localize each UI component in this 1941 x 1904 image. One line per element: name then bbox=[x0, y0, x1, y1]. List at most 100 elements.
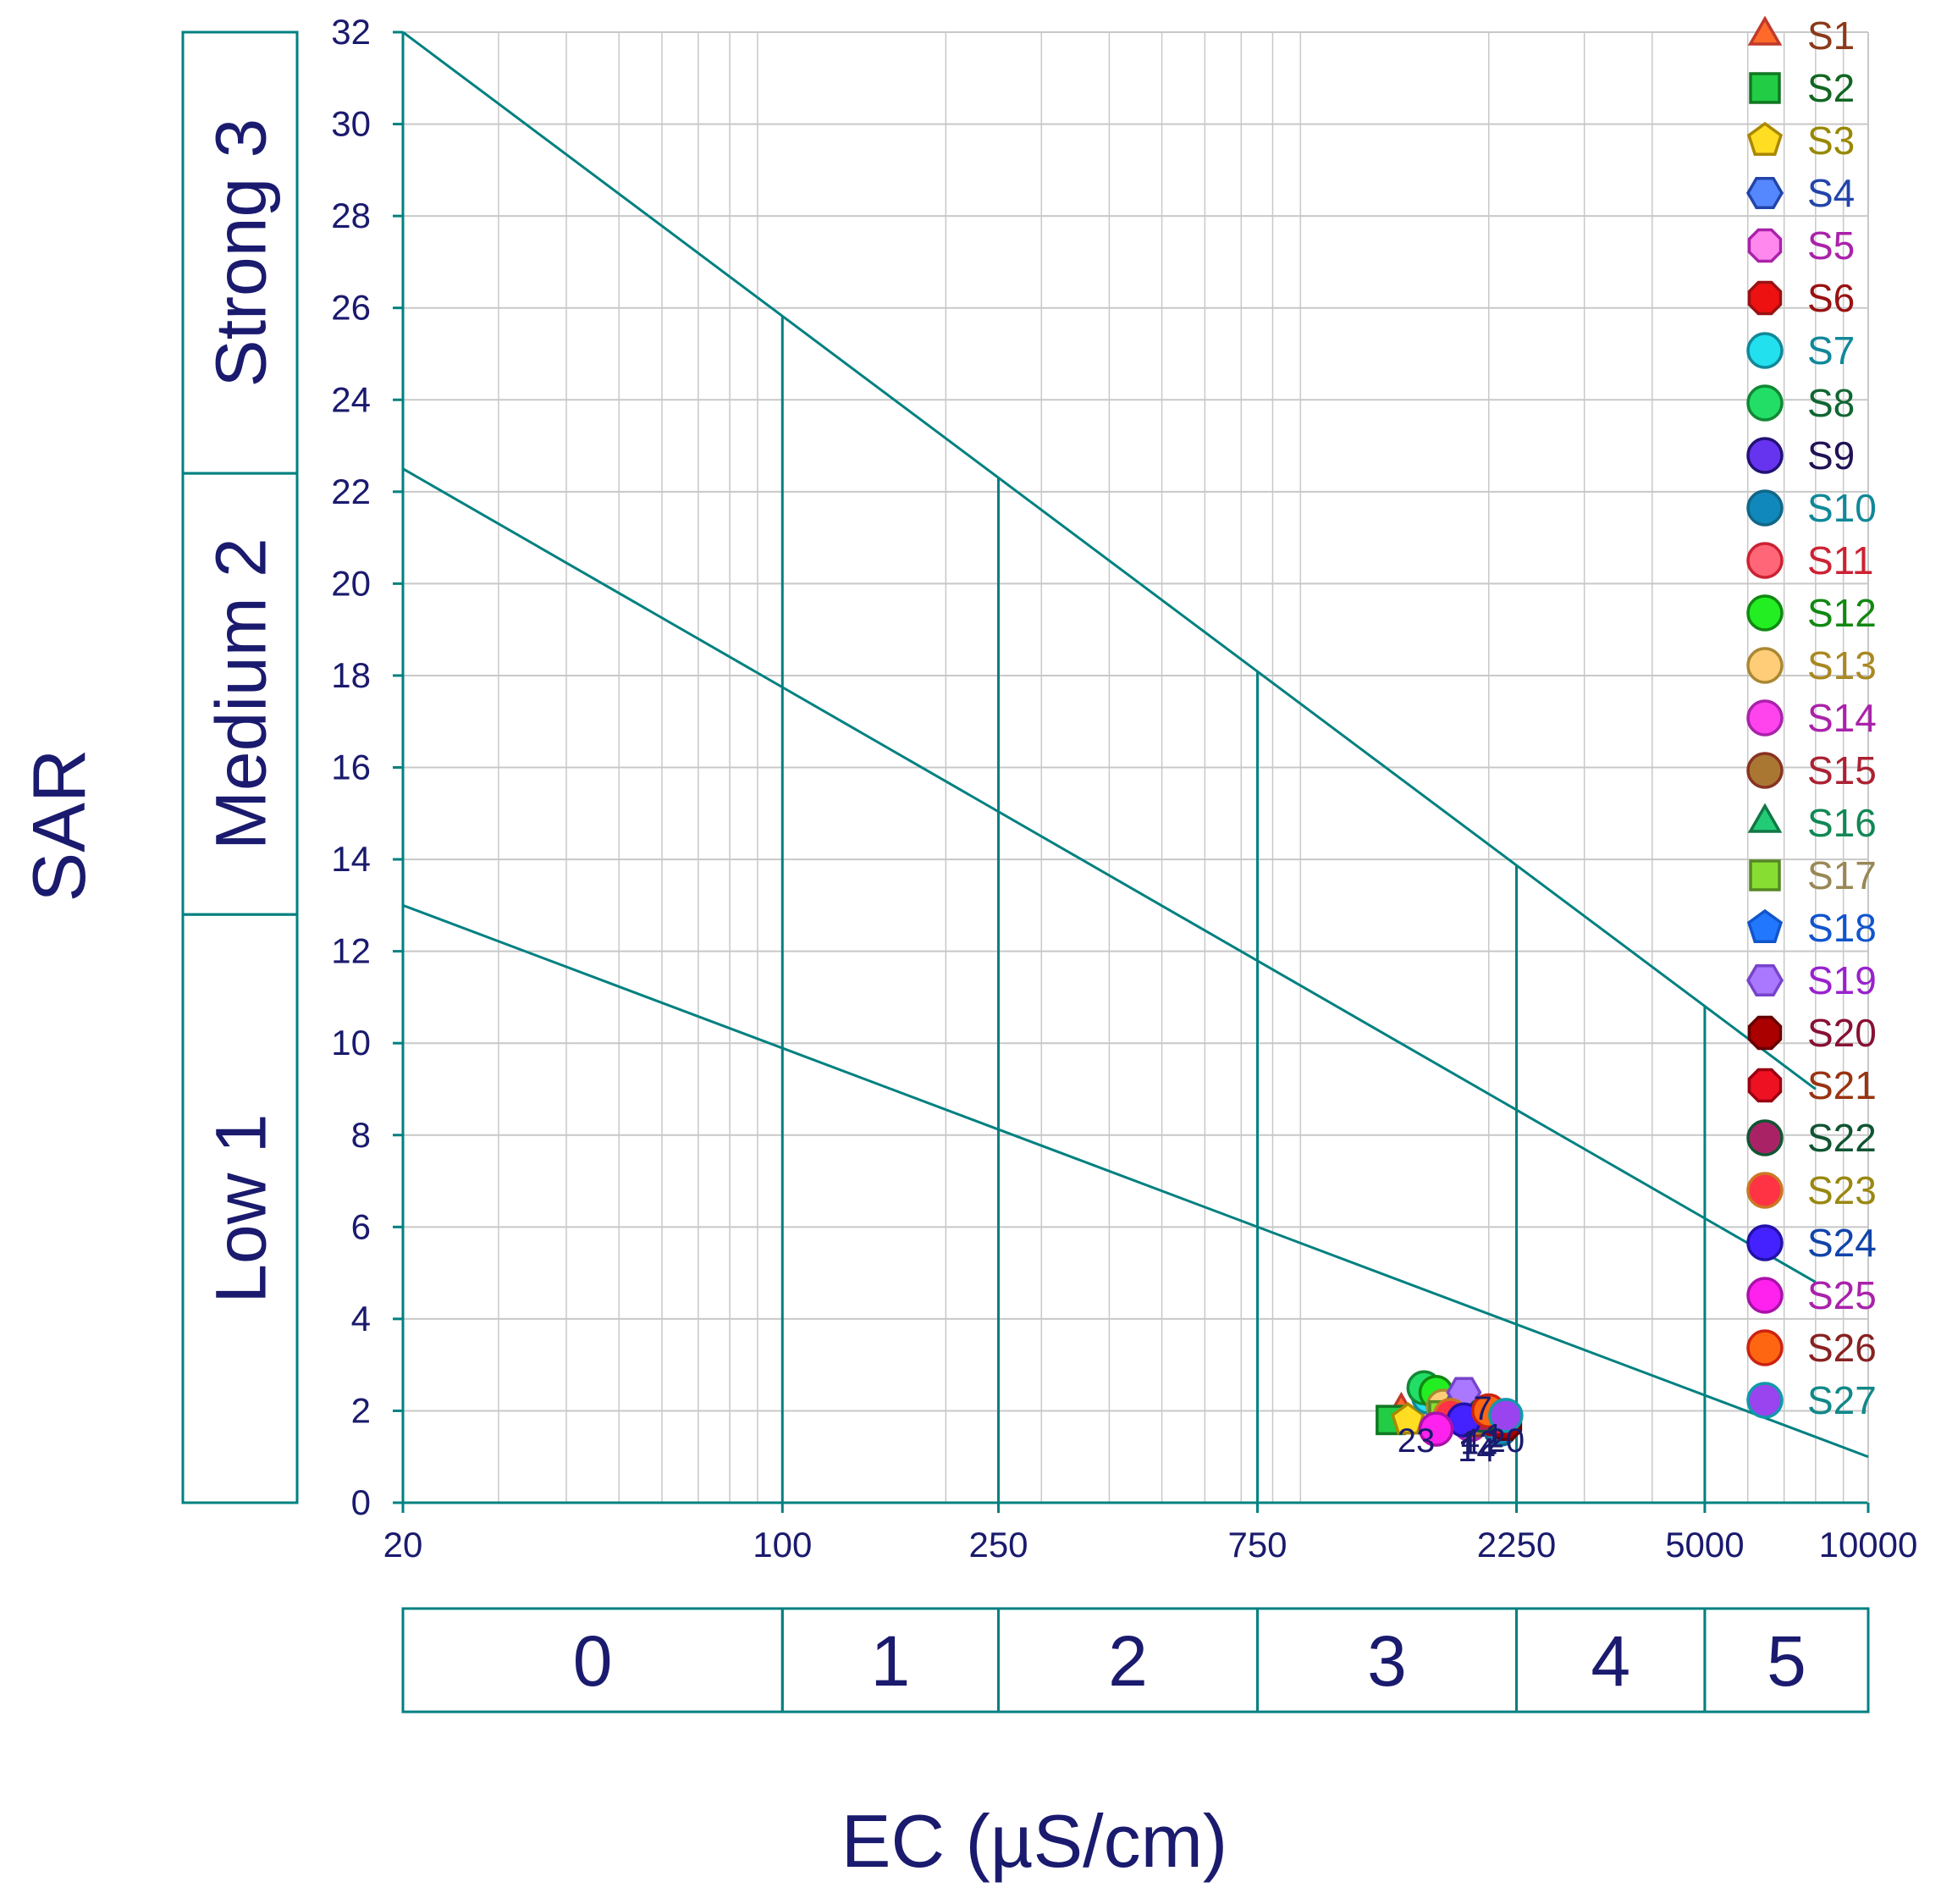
y-tick-label: 32 bbox=[331, 12, 371, 52]
legend-label: S6 bbox=[1807, 276, 1855, 320]
hazard-boundary-line bbox=[402, 903, 1869, 1459]
y-tick-label: 0 bbox=[351, 1482, 371, 1522]
salinity-class-boxes: 0 1 2 3 4 5 bbox=[401, 1607, 1870, 1714]
x-axis-label: EC (µS/cm) bbox=[841, 1799, 1227, 1883]
legend-marker bbox=[1747, 280, 1783, 316]
legend-marker bbox=[1747, 803, 1783, 833]
legend-marker bbox=[1747, 15, 1783, 46]
y-tick-label: 24 bbox=[331, 379, 371, 419]
point-label: 20 bbox=[1487, 1422, 1525, 1460]
legend-label: S11 bbox=[1807, 538, 1873, 582]
point-label: 7 bbox=[1474, 1390, 1492, 1427]
legend-marker bbox=[1745, 963, 1784, 997]
ec-class-label: 1 bbox=[871, 1621, 911, 1701]
legend-label: S24 bbox=[1807, 1221, 1877, 1265]
hazard-boundary-line bbox=[402, 467, 1817, 1283]
data-points bbox=[1376, 1370, 1524, 1447]
legend-marker bbox=[1746, 1329, 1784, 1366]
legend-label: S15 bbox=[1807, 748, 1877, 792]
legend-marker bbox=[1746, 121, 1784, 156]
legend-label: S19 bbox=[1807, 958, 1877, 1002]
legend-label: S21 bbox=[1807, 1063, 1877, 1107]
data-point bbox=[1418, 1411, 1454, 1447]
sar-class-box bbox=[181, 30, 299, 475]
data-point bbox=[1488, 1398, 1524, 1433]
legend-marker bbox=[1746, 332, 1784, 369]
legend-marker bbox=[1746, 908, 1784, 943]
x-tick-label: 100 bbox=[753, 1525, 812, 1565]
legend-label: S4 bbox=[1807, 171, 1855, 215]
ec-class-label: 2 bbox=[1108, 1621, 1148, 1701]
legend-label: S22 bbox=[1807, 1116, 1877, 1160]
legend-label: S8 bbox=[1807, 381, 1855, 425]
y-tick-label: 20 bbox=[331, 563, 371, 603]
ec-class-label: 0 bbox=[573, 1621, 613, 1701]
y-tick-label: 6 bbox=[351, 1206, 371, 1246]
legend-marker bbox=[1746, 1119, 1784, 1156]
ec-class-label: 4 bbox=[1591, 1621, 1630, 1701]
hazard-boundary-line bbox=[402, 30, 1817, 1090]
legend-marker bbox=[1749, 859, 1781, 891]
y-tick-label: 16 bbox=[331, 748, 371, 787]
legend-marker bbox=[1746, 1224, 1784, 1261]
legend-marker bbox=[1746, 699, 1784, 737]
legend-label: S17 bbox=[1807, 853, 1877, 897]
legend-marker bbox=[1747, 228, 1783, 263]
sodium-hazard-class-boxes: Low 1 Medium 2 Strong 3 bbox=[181, 30, 299, 1504]
legend-marker bbox=[1746, 437, 1784, 474]
legend-marker bbox=[1746, 647, 1784, 684]
legend-label: S25 bbox=[1807, 1273, 1877, 1317]
legend-label: S20 bbox=[1807, 1011, 1877, 1055]
point-label: 12 bbox=[1460, 1425, 1498, 1462]
legend-label: S23 bbox=[1807, 1168, 1877, 1212]
y-tick-label: 12 bbox=[331, 931, 371, 971]
class-vertical-lines bbox=[780, 316, 1707, 1503]
y-axis-label: SAR bbox=[17, 749, 101, 902]
x-tick-label: 10000 bbox=[1819, 1525, 1918, 1565]
legend-label: S16 bbox=[1807, 801, 1877, 845]
legend-marker bbox=[1749, 72, 1781, 104]
y-tick-label: 22 bbox=[331, 472, 371, 511]
legend-marker bbox=[1746, 1172, 1784, 1209]
point-label: 23 bbox=[1398, 1422, 1436, 1460]
sar-class-label: Strong 3 bbox=[201, 119, 281, 388]
x-tick-label: 5000 bbox=[1665, 1525, 1744, 1565]
ec-class-box bbox=[1703, 1607, 1870, 1714]
legend-label: S1 bbox=[1807, 14, 1855, 58]
legend-label: S12 bbox=[1807, 591, 1877, 635]
x-tick-label: 750 bbox=[1227, 1525, 1287, 1565]
point-label: 1 bbox=[1485, 1418, 1503, 1455]
y-tick-label: 28 bbox=[331, 196, 371, 235]
legend-label: S18 bbox=[1807, 906, 1877, 950]
legend-marker bbox=[1747, 1015, 1783, 1051]
legend-label: S9 bbox=[1807, 433, 1855, 477]
legend-label: S27 bbox=[1807, 1378, 1877, 1422]
legend-marker bbox=[1746, 1382, 1784, 1419]
legend-label: S7 bbox=[1807, 328, 1855, 373]
y-tick-label: 2 bbox=[351, 1390, 371, 1430]
legend: S1 S2 S3 S4 S5 S6 S7 S8 S9 S10 S11 S12 S13 S14 S15 S16 S… bbox=[1745, 14, 1877, 1422]
y-tick-label: 14 bbox=[331, 839, 371, 879]
legend-label: S3 bbox=[1807, 119, 1855, 163]
y-tick-label: 18 bbox=[331, 655, 371, 695]
y-tick-label: 26 bbox=[331, 288, 371, 328]
x-tick-label: 250 bbox=[968, 1525, 1028, 1565]
y-tick-label: 8 bbox=[351, 1115, 371, 1155]
point-label: 4 bbox=[1461, 1422, 1480, 1460]
legend-marker bbox=[1746, 594, 1784, 632]
data-point bbox=[1391, 1402, 1425, 1435]
legend-label: S10 bbox=[1807, 486, 1877, 530]
legend-marker bbox=[1745, 176, 1784, 210]
x-tick-label: 20 bbox=[383, 1525, 423, 1565]
legend-label: S5 bbox=[1807, 224, 1855, 268]
point-label: 14 bbox=[1458, 1432, 1496, 1469]
legend-marker bbox=[1746, 489, 1784, 527]
y-tick-label: 30 bbox=[331, 104, 371, 144]
legend-label: S13 bbox=[1807, 643, 1877, 687]
y-tick-label: 4 bbox=[351, 1299, 371, 1338]
y-tick-label: 10 bbox=[331, 1023, 371, 1062]
